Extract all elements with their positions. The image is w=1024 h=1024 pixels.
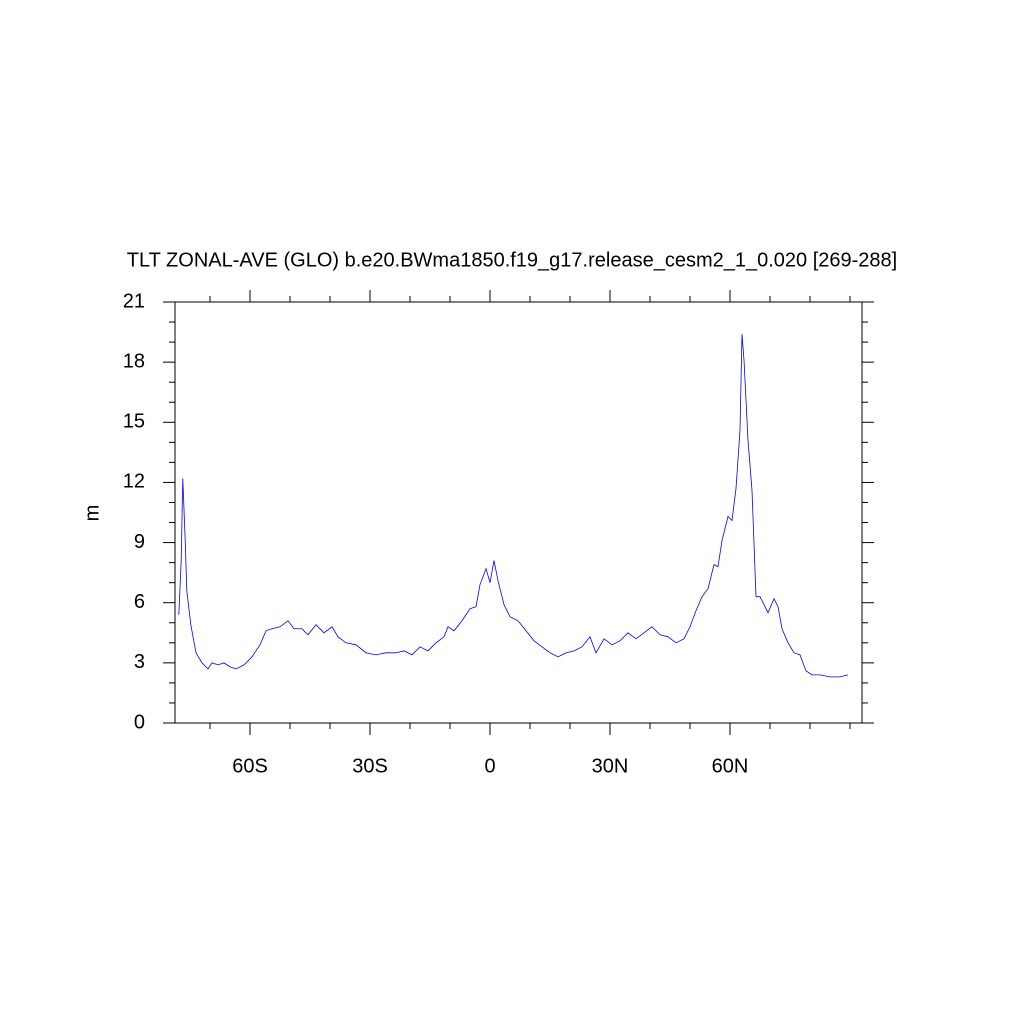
y-axis-label: m xyxy=(81,505,103,522)
x-tick-label: 30N xyxy=(592,755,629,777)
data-line xyxy=(178,334,849,678)
x-tick-label: 60S xyxy=(232,755,268,777)
y-tick-label: 18 xyxy=(123,350,145,372)
y-tick-label: 0 xyxy=(134,711,145,733)
x-tick-label: 60N xyxy=(712,755,749,777)
y-tick-label: 15 xyxy=(123,411,145,433)
chart-title: TLT ZONAL-AVE (GLO) b.e20.BWma1850.f19_g… xyxy=(127,249,897,271)
y-tick-label: 21 xyxy=(123,290,145,312)
plot-frame xyxy=(174,301,863,724)
y-tick-label: 6 xyxy=(134,591,145,613)
x-tick-label: 0 xyxy=(484,755,495,777)
x-tick-label: 30S xyxy=(352,755,388,777)
y-tick-label: 9 xyxy=(134,531,145,553)
y-tick-label: 12 xyxy=(123,471,145,493)
y-tick-label: 3 xyxy=(134,651,145,673)
